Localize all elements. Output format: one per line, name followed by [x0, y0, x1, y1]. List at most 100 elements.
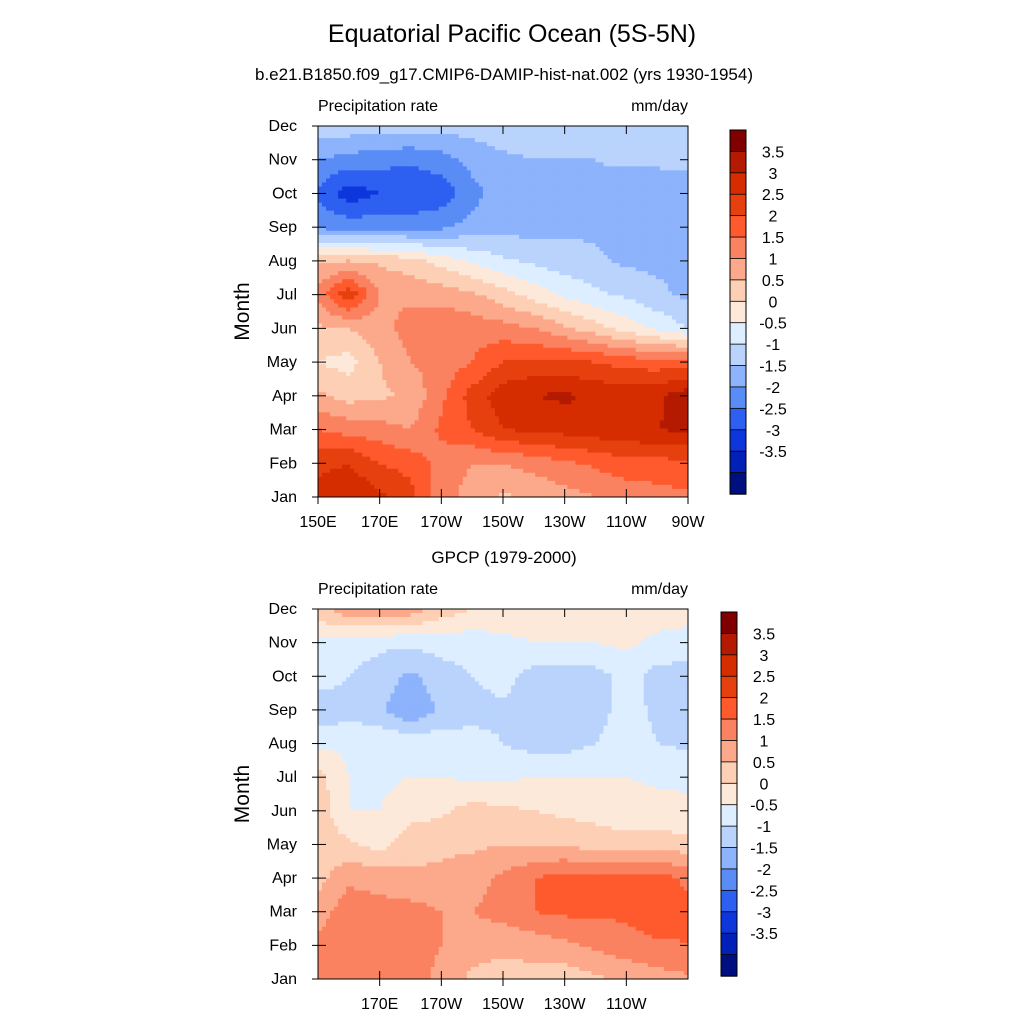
contour-cell — [330, 263, 335, 268]
contour-cell — [619, 182, 625, 188]
contour-cell — [346, 331, 351, 337]
contour-cell — [334, 230, 339, 236]
contour-cell — [342, 194, 347, 200]
contour-cell — [354, 283, 359, 288]
contour-cell — [494, 182, 500, 188]
contour-cell — [579, 242, 585, 248]
contour-cell — [651, 327, 657, 333]
contour-cell — [575, 246, 581, 252]
contour-cell — [563, 158, 568, 163]
contour-cell — [503, 234, 508, 240]
contour-cell — [410, 275, 416, 280]
contour-cell — [671, 166, 677, 171]
contour-cell — [503, 279, 508, 284]
contour-cell — [398, 230, 404, 236]
contour-cell — [527, 226, 532, 232]
contour-cell — [519, 178, 524, 184]
contour-cell — [490, 238, 496, 244]
contour-cell — [599, 190, 605, 196]
contour-cell — [547, 222, 552, 228]
contour-cell — [519, 255, 524, 260]
contour-cell — [422, 271, 428, 276]
contour-cell — [511, 299, 516, 305]
contour-cell — [318, 283, 323, 288]
contour-cell — [555, 218, 560, 224]
contour-cell — [671, 178, 677, 184]
contour-cell — [531, 198, 536, 204]
contour-cell — [555, 311, 560, 317]
contour-cell — [478, 242, 484, 248]
contour-cell — [599, 315, 605, 321]
contour-cell — [551, 303, 556, 309]
contour-field — [318, 126, 688, 497]
contour-cell — [442, 323, 448, 329]
contour-cell — [551, 295, 556, 300]
contour-cell — [635, 299, 641, 305]
contour-cell — [511, 138, 516, 143]
contour-cell — [631, 311, 637, 317]
contour-cell — [474, 214, 480, 220]
contour-cell — [547, 186, 552, 192]
contour-cell — [498, 158, 504, 163]
contour-cell — [322, 166, 327, 171]
contour-cell — [330, 283, 335, 288]
contour-cell — [555, 162, 560, 167]
contour-cell — [466, 178, 472, 184]
contour-cell — [490, 218, 496, 224]
contour-cell — [507, 339, 512, 345]
contour-cell — [607, 287, 613, 292]
contour-cell — [559, 158, 564, 163]
contour-cell — [346, 291, 351, 296]
contour-cell — [366, 319, 371, 325]
contour-cell — [571, 299, 576, 305]
contour-cell — [398, 150, 404, 155]
contour-cell — [354, 186, 359, 192]
contour-cell — [575, 222, 581, 228]
contour-cell — [615, 259, 621, 264]
contour-cell — [362, 319, 367, 325]
contour-cell — [362, 238, 367, 244]
contour-cell — [535, 319, 540, 325]
contour-cell — [663, 303, 669, 309]
contour-cell — [338, 327, 343, 333]
contour-cell — [639, 150, 645, 155]
contour-cell — [559, 154, 564, 159]
contour-cell — [623, 134, 629, 139]
contour-cell — [539, 251, 544, 256]
contour-cell — [647, 339, 653, 345]
contour-cell — [354, 146, 359, 151]
contour-cell — [386, 226, 391, 232]
contour-cell — [635, 283, 641, 288]
contour-cell — [470, 146, 476, 151]
contour-cell — [486, 323, 492, 329]
contour-cell — [531, 335, 536, 341]
contour-cell — [663, 154, 669, 159]
contour-cell — [659, 230, 665, 236]
contour-cell — [563, 198, 568, 204]
contour-cell — [386, 126, 391, 131]
contour-cell — [551, 142, 556, 147]
contour-cell — [474, 319, 480, 325]
contour-cell — [587, 303, 593, 309]
contour-cell — [362, 335, 367, 341]
contour-cell — [342, 327, 347, 333]
contour-cell — [611, 214, 617, 220]
contour-cell — [482, 271, 488, 276]
panel-1-subtitle: b.e21.B1850.f09_g17.CMIP6-DAMIP-hist-nat… — [255, 65, 753, 84]
contour-cell — [591, 251, 597, 256]
contour-cell — [446, 218, 452, 224]
contour-cell — [567, 126, 572, 131]
contour-cell — [322, 271, 327, 276]
contour-cell — [595, 198, 601, 204]
contour-cell — [567, 275, 572, 280]
contour-cell — [450, 162, 456, 167]
contour-cell — [655, 295, 661, 300]
contour-cell — [599, 170, 605, 175]
contour-cell — [543, 218, 548, 224]
contour-cell — [422, 174, 428, 180]
contour-cell — [406, 259, 412, 264]
contour-cell — [583, 194, 589, 200]
contour-cell — [466, 315, 472, 321]
contour-cell — [322, 218, 327, 224]
contour-cell — [342, 259, 347, 264]
